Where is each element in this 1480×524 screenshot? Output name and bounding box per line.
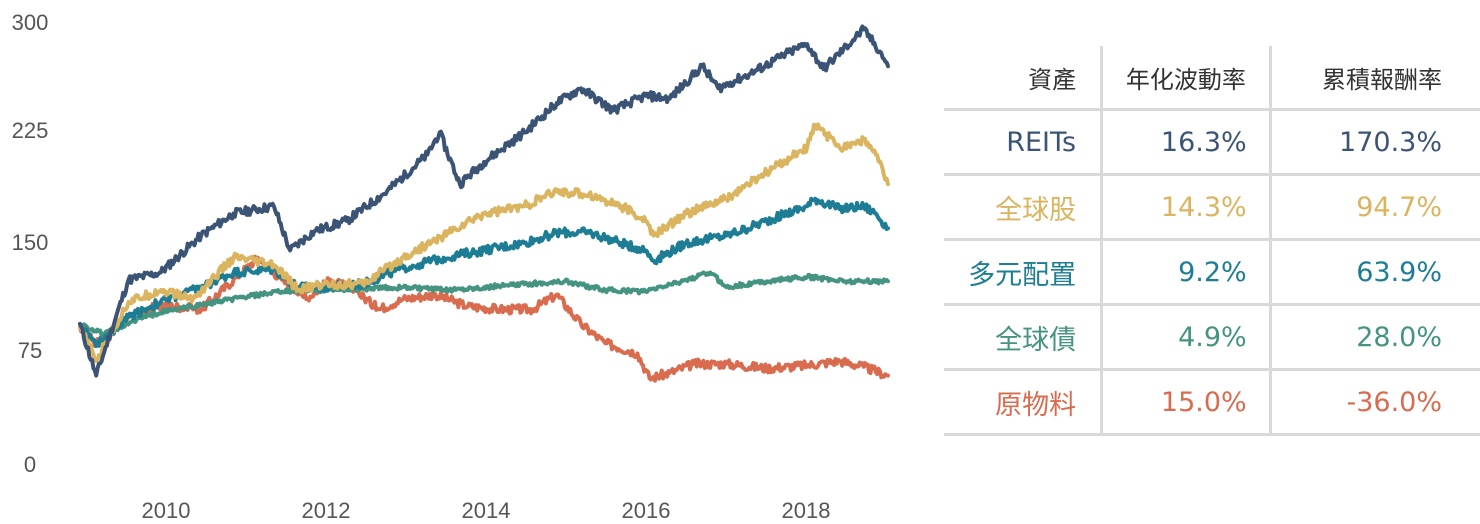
asset-name: 全球債	[944, 304, 1102, 371]
x-axis-tick-labels: 2010 2012 2014 2016 2018	[142, 498, 831, 523]
series-line-0	[78, 24, 890, 378]
y-tick-label-75: 75	[18, 338, 42, 363]
y-tick-label-0: 0	[24, 452, 36, 477]
y-axis-tick-labels: 0 75 150 225 300	[12, 10, 49, 477]
header-return: 累積報酬率	[1268, 46, 1480, 111]
header-asset: 資產	[944, 46, 1102, 111]
x-tick-label-2010: 2010	[142, 498, 191, 523]
x-tick-label-2012: 2012	[302, 498, 351, 523]
series-line-4	[78, 254, 890, 383]
series-line-1	[78, 122, 890, 363]
asset-stats-table: 資產 年化波動率 累積報酬率 REITs 16.3% 170.3% 全球股 14…	[944, 46, 1480, 436]
volatility-value: 4.9%	[1100, 304, 1271, 371]
table-row: 多元配置 9.2% 63.9%	[944, 239, 1480, 306]
series-line-3	[78, 270, 890, 338]
y-tick-label-150: 150	[12, 230, 49, 255]
table-row: REITs 16.3% 170.3%	[944, 109, 1480, 176]
table-row: 全球債 4.9% 28.0%	[944, 304, 1480, 371]
asset-name: 全球股	[944, 174, 1102, 241]
asset-name: 原物料	[944, 369, 1102, 436]
asset-name: REITs	[944, 109, 1102, 176]
x-tick-label-2016: 2016	[622, 498, 671, 523]
volatility-value: 15.0%	[1100, 369, 1271, 436]
series-line-2	[78, 196, 890, 349]
y-tick-label-300: 300	[12, 10, 49, 35]
volatility-value: 9.2%	[1100, 239, 1271, 306]
return-value: 170.3%	[1268, 109, 1480, 176]
table-row: 全球股 14.3% 94.7%	[944, 174, 1480, 241]
return-value: 63.9%	[1268, 239, 1480, 306]
table-header-row: 資產 年化波動率 累積報酬率	[944, 46, 1480, 111]
return-value: 94.7%	[1268, 174, 1480, 241]
asset-name: 多元配置	[944, 239, 1102, 306]
x-tick-label-2018: 2018	[782, 498, 831, 523]
volatility-value: 16.3%	[1100, 109, 1271, 176]
x-tick-label-2014: 2014	[462, 498, 511, 523]
return-value: -36.0%	[1268, 369, 1480, 436]
performance-line-chart: 0 75 150 225 300 2010 2012 2014 2016 201…	[12, 10, 890, 523]
series-lines	[78, 24, 890, 383]
return-value: 28.0%	[1268, 304, 1480, 371]
header-volatility: 年化波動率	[1100, 46, 1271, 111]
y-tick-label-225: 225	[12, 118, 49, 143]
table-row: 原物料 15.0% -36.0%	[944, 369, 1480, 436]
volatility-value: 14.3%	[1100, 174, 1271, 241]
